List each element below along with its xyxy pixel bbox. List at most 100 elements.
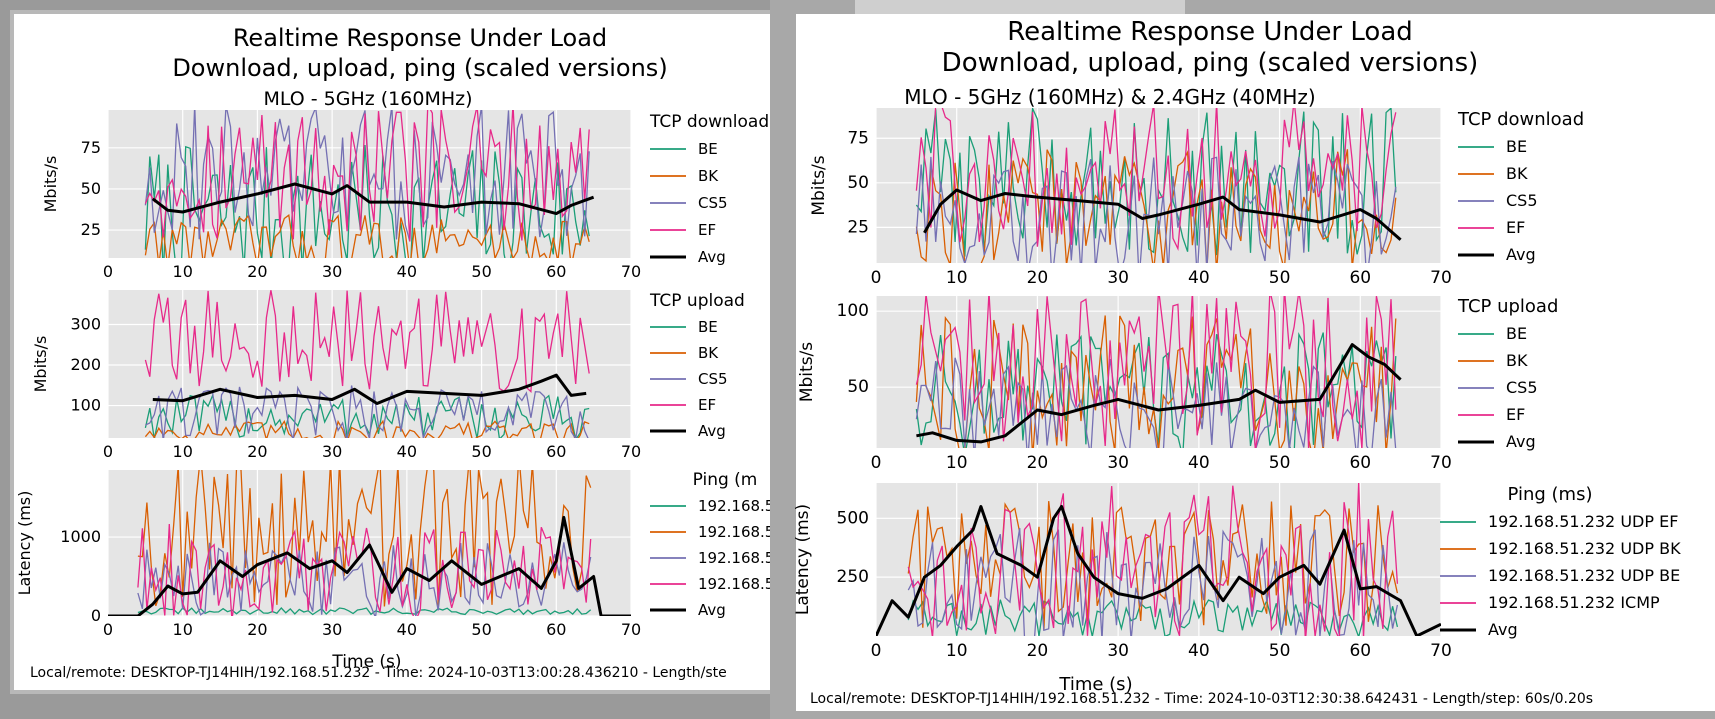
- series-ef-line: [137, 523, 592, 616]
- y-tick-label: 300: [70, 314, 101, 333]
- legend: TCP download BE BK CS5 EF Avg: [649, 112, 769, 266]
- legend-label-ef: 192.168.51.232 ICMP: [1488, 593, 1660, 612]
- x-tick-label: 60: [1349, 641, 1371, 661]
- series-avg-line: [876, 505, 1441, 636]
- legend-title: Ping (m: [693, 470, 758, 490]
- series-be-line: [907, 598, 1399, 636]
- legend-label-ef: EF: [698, 221, 716, 239]
- series-ef-line: [144, 110, 590, 242]
- y-axis-label: Mbits/s: [809, 155, 829, 215]
- series-group: [915, 108, 1402, 263]
- y-tick-label: 50: [847, 377, 869, 397]
- legend-label-cs5: CS5: [1506, 191, 1538, 210]
- series-bk-line: [144, 419, 590, 438]
- legend-label-bk: BK: [698, 344, 719, 362]
- x-tick-label: 0: [103, 262, 113, 281]
- series-bk-line: [915, 315, 1397, 448]
- series-be-line: [137, 607, 592, 616]
- x-tick-label: 10: [946, 268, 968, 288]
- chart-R-ping: 0 10 20 30 40 50 60 70 250 500 Latency (ms) Ping (m…: [793, 483, 1681, 661]
- chart-R-upload: 0 10 20 30 40 50 60 70 50 100 Mbits/s TCP upload BE B…: [797, 296, 1558, 473]
- y-axis-label: Mbits/s: [41, 156, 60, 213]
- legend: TCP upload BE BK CS5 EF Avg: [649, 291, 745, 440]
- series-group: [144, 110, 595, 258]
- series-group: [876, 483, 1441, 636]
- x-tick-label: 40: [397, 262, 417, 281]
- y-tick-label: 100: [837, 301, 869, 321]
- x-tick-label: 20: [247, 442, 267, 461]
- x-tick-label: 10: [173, 620, 193, 639]
- x-tick-label: 40: [1188, 453, 1210, 473]
- x-tick-label: 30: [322, 442, 342, 461]
- chart-L-upload: 0 10 20 30 40 50 60 70 100 200 300 Mbits/s TCP uploa…: [31, 290, 745, 461]
- x-tick-label: 0: [871, 453, 882, 473]
- x-tick-label: 60: [546, 442, 566, 461]
- legend-title: Ping (ms): [1508, 484, 1593, 505]
- y-tick-label: 75: [847, 128, 869, 148]
- legend-title: TCP upload: [1457, 296, 1558, 317]
- x-tick-label: 10: [173, 262, 193, 281]
- legend-label-avg: Avg: [1488, 620, 1518, 639]
- y-tick-label: 25: [81, 220, 101, 239]
- x-tick-label: 40: [397, 442, 417, 461]
- y-tick-label: 500: [837, 508, 869, 528]
- series-bk-line: [915, 149, 1397, 263]
- series-bk-line: [144, 213, 590, 258]
- y-tick-label: 250: [837, 567, 869, 587]
- x-tick-label: 50: [1269, 641, 1291, 661]
- chart-R-download: 0 10 20 30 40 50 60 70 25 50 75 Mbits/s TCP download…: [809, 108, 1584, 288]
- legend-label-be: 192.168.51.232 UDP EF: [1488, 512, 1678, 531]
- series-avg-line: [916, 343, 1402, 444]
- legend-title: TCP download: [649, 112, 769, 132]
- x-tick-label: 10: [946, 641, 968, 661]
- left-xlabel: Time (s): [331, 652, 401, 672]
- right-title-line1: Realtime Response Under Load: [1007, 17, 1413, 47]
- right-footer: Local/remote: DESKTOP-TJ14HIH/192.168.51…: [810, 691, 1593, 707]
- legend-label-avg: Avg: [698, 422, 726, 440]
- legend-label-be: BE: [698, 140, 718, 158]
- legend-label-cs5: CS5: [698, 194, 728, 212]
- legend-label-cs5: CS5: [1506, 378, 1538, 397]
- chart-L-download: 0 10 20 30 40 50 60 70 25 50 75 Mbits/s TCP download…: [41, 110, 769, 281]
- y-axis-label: Mbits/s: [797, 342, 817, 402]
- x-tick-label: 60: [546, 620, 566, 639]
- x-tick-label: 50: [1269, 453, 1291, 473]
- series-avg-line: [152, 373, 587, 405]
- series-be-line: [915, 108, 1397, 257]
- x-tick-label: 20: [1027, 268, 1049, 288]
- x-tick-label: 20: [247, 262, 267, 281]
- legend-label-ef: EF: [1506, 218, 1525, 237]
- legend-label-bk: BK: [698, 167, 719, 185]
- x-tick-label: 70: [621, 262, 641, 281]
- y-tick-label: 50: [81, 179, 101, 198]
- x-tick-label: 70: [621, 442, 641, 461]
- y-tick-label: 50: [847, 173, 869, 193]
- x-tick-label: 30: [1107, 268, 1129, 288]
- x-tick-label: 40: [1188, 268, 1210, 288]
- x-tick-label: 0: [871, 268, 882, 288]
- x-tick-label: 60: [1349, 268, 1371, 288]
- x-tick-label: 0: [103, 620, 113, 639]
- legend-label-avg: Avg: [1506, 432, 1536, 451]
- series-ef-line: [907, 483, 1399, 636]
- legend-label-avg: Avg: [1506, 245, 1536, 264]
- x-tick-label: 60: [546, 262, 566, 281]
- x-tick-label: 20: [1027, 453, 1049, 473]
- x-tick-label: 50: [471, 262, 491, 281]
- series-cs5-line: [915, 357, 1397, 448]
- left-title-line2: Download, upload, ping (scaled versions): [172, 54, 667, 82]
- x-tick-label: 50: [471, 620, 491, 639]
- series-ef-line: [915, 296, 1397, 448]
- x-tick-label: 40: [397, 620, 417, 639]
- series-avg-line: [151, 182, 595, 216]
- legend-label-cs5: 192.168.51.232 UDP BE: [1488, 566, 1680, 585]
- right-xlabel: Time (s): [1058, 674, 1132, 695]
- series-avg-line: [108, 515, 631, 616]
- x-tick-label: 20: [247, 620, 267, 639]
- background-screenshot-strip: [855, 0, 1185, 16]
- x-tick-label: 40: [1188, 641, 1210, 661]
- legend-label-cs5: CS5: [698, 370, 728, 388]
- legend-title: TCP upload: [649, 291, 745, 311]
- legend-label-be: BE: [1506, 324, 1527, 343]
